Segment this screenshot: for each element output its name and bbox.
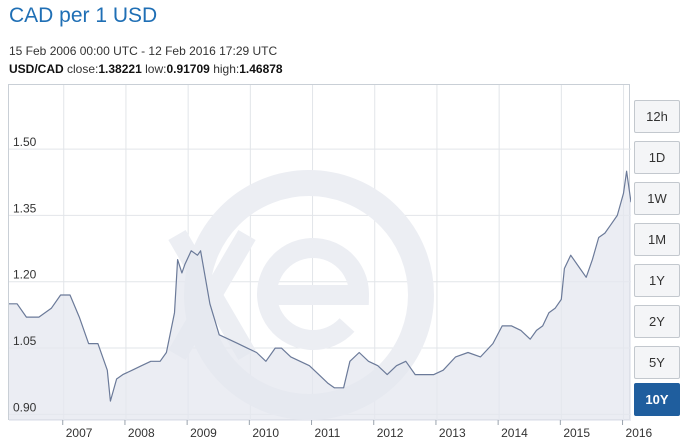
range-button-1w[interactable]: 1W	[634, 182, 680, 215]
x-tick-label: 2013	[439, 426, 466, 440]
range-button-10y[interactable]: 10Y	[634, 383, 680, 416]
x-axis: 2007 2008 2009 2010 2011 2012 2013 2014 2015 2016	[62, 420, 653, 440]
x-tick-label: 2012	[377, 426, 404, 440]
page-title: CAD per 1 USD	[9, 4, 158, 27]
close-label: close:	[67, 62, 99, 76]
x-tick-label: 2008	[128, 426, 155, 440]
chart-area[interactable]: 0.90 1.05 1.20 1.35 1.50	[8, 84, 631, 421]
x-tick-label: 2009	[190, 426, 217, 440]
currency-pair: USD/CAD	[9, 62, 64, 76]
series-line	[9, 170, 631, 402]
range-button-12h[interactable]: 12h	[634, 100, 680, 133]
x-tick-label: 2016	[626, 426, 653, 440]
high-label: high:	[213, 62, 240, 76]
low-label: low:	[145, 62, 167, 76]
close-value: 1.38221	[98, 62, 142, 76]
y-tick-label: 1.20	[13, 268, 37, 282]
x-tick-label: 2011	[315, 426, 341, 440]
y-tick-label: 0.90	[13, 400, 37, 414]
x-tick-label: 2010	[252, 426, 279, 440]
y-tick-label: 1.05	[13, 334, 37, 348]
high-value: 1.46878	[239, 62, 283, 76]
y-tick-label: 1.50	[13, 135, 37, 149]
x-tick-label: 2007	[66, 426, 93, 440]
rate-stats: USD/CAD close:1.38221 low:0.91709 high:1…	[9, 62, 283, 76]
series-area	[9, 171, 631, 421]
date-range: 15 Feb 2006 00:00 UTC - 12 Feb 2016 17:2…	[9, 44, 278, 58]
x-tick-label: 2014	[501, 426, 528, 440]
range-button-1d[interactable]: 1D	[634, 141, 680, 174]
rate-chart[interactable]: 0.90 1.05 1.20 1.35 1.50	[9, 85, 631, 421]
chart-series	[9, 170, 631, 421]
low-value: 0.91709	[166, 62, 210, 76]
x-tick-label: 2015	[563, 426, 590, 440]
y-tick-label: 1.35	[13, 201, 37, 215]
y-axis-labels: 0.90 1.05 1.20 1.35 1.50	[13, 135, 37, 414]
range-button-5y[interactable]: 5Y	[634, 346, 680, 379]
range-button-2y[interactable]: 2Y	[634, 305, 680, 338]
range-button-1y[interactable]: 1Y	[634, 264, 680, 297]
range-button-1m[interactable]: 1M	[634, 223, 680, 256]
